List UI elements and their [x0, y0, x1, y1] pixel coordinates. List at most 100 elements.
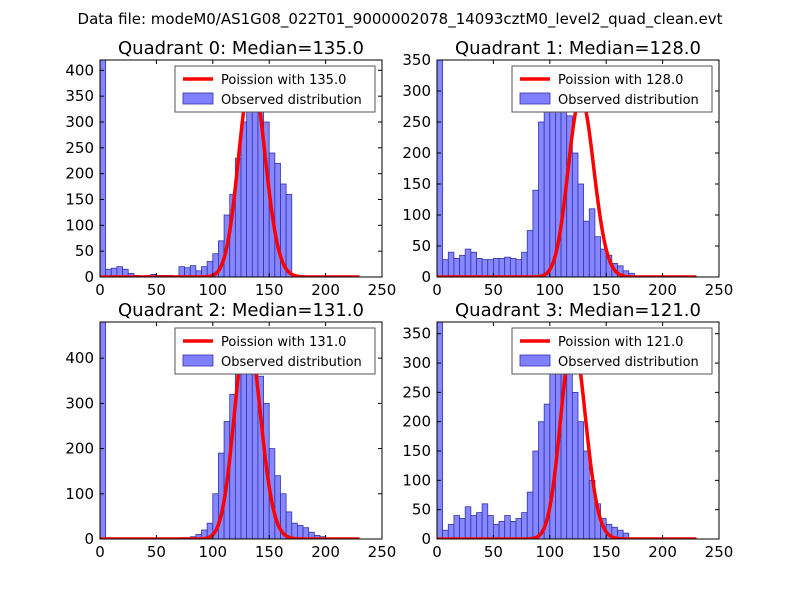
y-tick-label: 400	[65, 349, 94, 367]
axes-frame	[436, 59, 720, 278]
legend: Poission with 135.0 Observed distribution	[174, 65, 376, 113]
y-tick-label: 150	[402, 175, 431, 193]
x-tick-label: 150	[592, 281, 621, 299]
histogram-bar-25	[577, 183, 585, 277]
histogram-bar-5	[464, 248, 472, 277]
histogram-bar-2	[447, 523, 455, 539]
histogram-bar-16	[526, 230, 534, 277]
subplot-title: Quadrant 2: Median=131.0	[118, 300, 364, 321]
histogram-bar-31	[274, 162, 281, 277]
x-tick-label: 100	[535, 543, 564, 561]
legend-label-observed: Observed distribution	[558, 355, 699, 370]
axes-frame	[99, 321, 383, 540]
histogram-bar-23	[566, 362, 573, 539]
y-tick-label: 200	[402, 413, 431, 431]
histogram-bar-9	[487, 515, 494, 539]
histogram-bar-16	[526, 491, 534, 539]
histogram-bar-13	[509, 257, 517, 277]
histogram-bar-24	[571, 152, 579, 277]
x-tick-label: 50	[484, 543, 503, 561]
subplot-quadrant-0: Quadrant 0: Median=135.0 0 50 100 150 200 250 0…	[65, 38, 396, 299]
y-tick-label: 300	[402, 354, 431, 372]
x-tick-label: 150	[255, 281, 284, 299]
histogram-bar-12	[504, 515, 511, 539]
histogram-bar-25	[240, 121, 248, 277]
histogram-bar-25	[577, 421, 585, 539]
histogram-bar-1	[442, 259, 449, 277]
histogram-bar-7	[476, 257, 483, 277]
y-tick-label: 100	[402, 471, 431, 489]
histogram-bar-15	[521, 251, 528, 277]
histogram-bar-0	[100, 322, 107, 539]
plot-area	[437, 60, 698, 277]
histogram-bar-14	[515, 518, 523, 539]
x-tick-label: 100	[198, 543, 227, 561]
histogram-bar-3	[453, 257, 460, 277]
y-tick-label: 250	[402, 113, 431, 131]
y-tick-label: 350	[402, 325, 431, 343]
y-tick-label: 250	[65, 139, 94, 157]
subplot-title: Quadrant 1: Median=128.0	[455, 38, 701, 59]
subplot-quadrant-1: Quadrant 1: Median=128.0 0 50 100 150 200 250 0…	[402, 38, 733, 299]
x-tick-label: 200	[648, 281, 677, 299]
histogram-bar-9	[487, 259, 494, 277]
legend-label-observed: Observed distribution	[221, 355, 362, 370]
x-tick-label: 0	[95, 281, 105, 299]
y-tick-label: 300	[65, 113, 94, 131]
y-tick-label: 200	[402, 144, 431, 162]
histogram-bar-8	[481, 503, 489, 539]
y-tick-label: 350	[65, 87, 94, 105]
x-tick-label: 0	[432, 543, 442, 561]
histogram-bar-18	[538, 121, 545, 277]
histogram-bar-6	[470, 251, 477, 277]
legend-label-poisson: Poission with 135.0	[221, 73, 346, 88]
x-tick-label: 50	[147, 543, 166, 561]
x-tick-label: 100	[198, 281, 227, 299]
legend-bar-swatch	[182, 92, 214, 105]
y-tick-label: 200	[65, 165, 94, 183]
histogram-bar-19	[543, 103, 551, 277]
subplot-grid: Quadrant 0: Median=135.0 0 50 100 150 200 250 0…	[65, 38, 733, 561]
histogram-bar-0	[437, 60, 444, 277]
histogram-bar-35	[296, 525, 304, 539]
histogram-bar-26	[583, 450, 590, 539]
histogram-bar-8	[481, 259, 489, 277]
x-tick-label: 250	[705, 281, 734, 299]
legend-bar-swatch	[519, 92, 551, 105]
y-tick-label: 400	[65, 61, 94, 79]
x-tick-label: 200	[648, 543, 677, 561]
figure-suptitle: Data file: modeM0/AS1G08_022T01_90000020…	[78, 10, 723, 29]
legend: Poission with 128.0 Observed distribution	[511, 65, 713, 113]
histogram-bar-10	[492, 257, 500, 277]
histogram-bar-33	[285, 193, 293, 277]
y-tick-label: 150	[402, 442, 431, 460]
histogram-bar-4	[459, 254, 466, 277]
histogram-bar-17	[532, 189, 539, 277]
y-tick-label: 0	[421, 268, 431, 286]
x-tick-label: 250	[368, 543, 397, 561]
legend-label-poisson: Poission with 128.0	[558, 73, 683, 88]
y-tick-label: 0	[84, 530, 94, 548]
axes-frame	[99, 59, 383, 278]
x-tick-label: 250	[368, 281, 397, 299]
histogram-bar-6	[470, 515, 477, 539]
histogram-bar-0	[437, 322, 444, 539]
y-tick-label: 350	[402, 51, 431, 69]
y-tick-label: 300	[65, 394, 94, 412]
y-tick-label: 0	[421, 530, 431, 548]
histogram-bar-17	[532, 450, 539, 539]
histogram-bar-4	[459, 518, 466, 539]
histogram-bar-15	[521, 512, 528, 539]
legend-bar-swatch	[182, 354, 214, 367]
y-tick-label: 200	[65, 440, 94, 458]
y-tick-label: 50	[412, 501, 431, 519]
legend: Poission with 121.0 Observed distribution	[511, 327, 713, 375]
x-tick-label: 100	[535, 281, 564, 299]
histogram-bar-26	[583, 220, 590, 277]
y-tick-label: 100	[65, 485, 94, 503]
x-tick-label: 200	[311, 543, 340, 561]
legend-bar-swatch	[519, 354, 551, 367]
subplot-title: Quadrant 3: Median=121.0	[455, 300, 701, 321]
histogram-bar-20	[549, 368, 556, 539]
